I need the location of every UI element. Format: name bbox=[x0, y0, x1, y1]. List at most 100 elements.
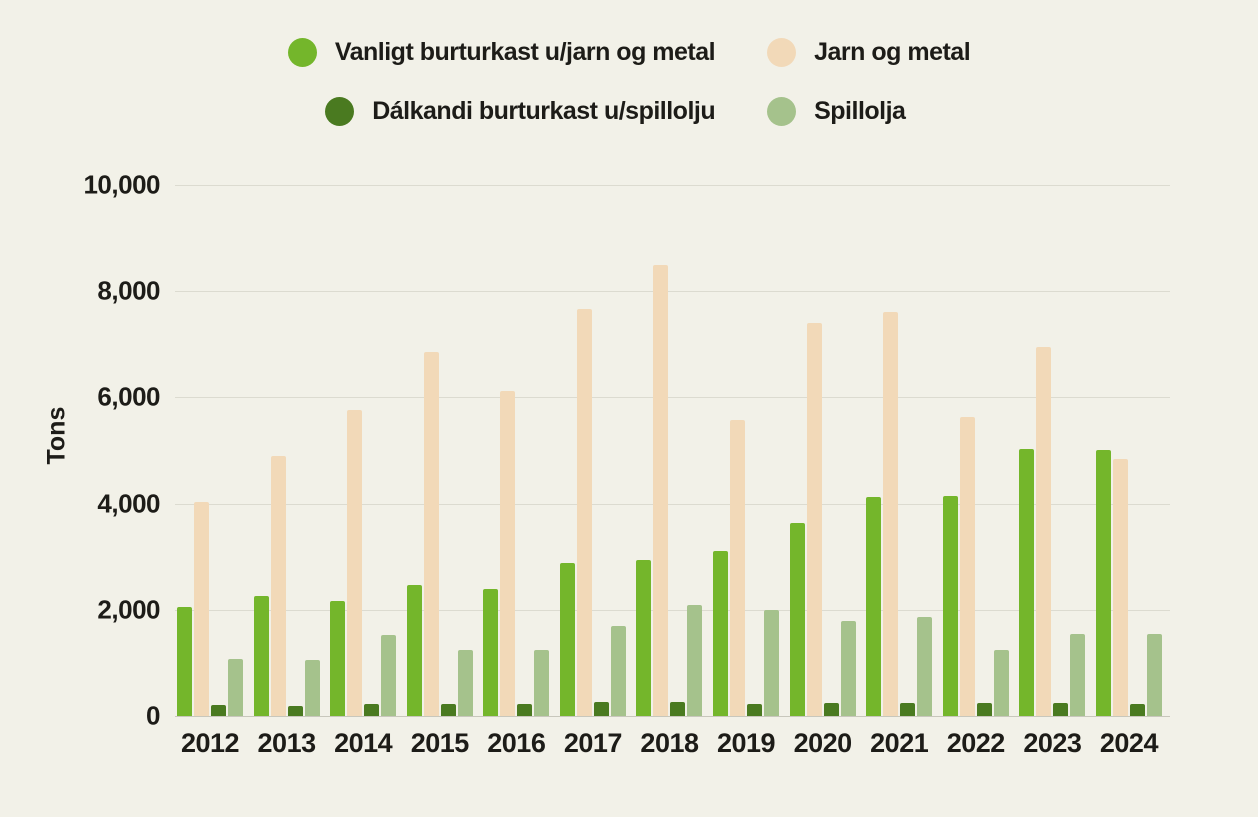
gridline bbox=[175, 185, 1170, 186]
bar bbox=[559, 563, 575, 716]
bar-group-2023: 2023 bbox=[1019, 185, 1086, 758]
bar bbox=[959, 417, 975, 716]
bar bbox=[228, 658, 243, 716]
legend-item-spillolja: Spillolja bbox=[767, 97, 906, 126]
bar-series-area: 2012 2013 2014 2015 2016 2017 2018 2019 2020 2021… bbox=[177, 185, 1162, 758]
bar bbox=[1146, 633, 1162, 716]
gridline bbox=[175, 609, 1170, 611]
bar bbox=[1129, 703, 1145, 716]
bar bbox=[1036, 346, 1052, 716]
bar-group-2013: 2013 bbox=[253, 185, 320, 758]
x-axis-label: 2022 bbox=[946, 728, 1006, 758]
legend-label: Jarn og metal bbox=[814, 38, 971, 66]
bar bbox=[900, 702, 916, 716]
bar bbox=[764, 609, 780, 716]
y-axis-tick-labels: 10,000 8,000 6,000 4,000 2,000 0 bbox=[0, 170, 160, 731]
x-axis-label: 2019 bbox=[717, 728, 776, 758]
bar bbox=[440, 704, 456, 716]
bar bbox=[789, 523, 805, 716]
bar bbox=[364, 704, 380, 716]
plot-area: 2012 2013 2014 2015 2016 2017 2018 2019 2020 2021… bbox=[175, 185, 1170, 758]
bar bbox=[866, 497, 882, 716]
bar bbox=[840, 621, 856, 716]
bar bbox=[1019, 449, 1035, 716]
bar-group-2024: 2024 bbox=[1095, 185, 1162, 758]
bar bbox=[747, 704, 763, 716]
bar bbox=[576, 309, 592, 716]
x-axis-label: 2015 bbox=[410, 728, 470, 758]
legend-item-vanligt-burturkast: Vanligt burturkast u/jarn og metal bbox=[287, 38, 716, 67]
bar-group-2022: 2022 bbox=[942, 185, 1009, 758]
bar-group-2019: 2019 bbox=[713, 185, 780, 758]
y-tick-label: 6,000 bbox=[97, 381, 160, 412]
legend-dot-icon bbox=[767, 38, 797, 67]
y-tick-label: 0 bbox=[146, 700, 160, 731]
bar bbox=[423, 352, 439, 716]
x-axis-label: 2014 bbox=[334, 728, 393, 758]
bar bbox=[381, 635, 397, 716]
bar bbox=[917, 617, 933, 716]
bar bbox=[713, 551, 729, 716]
bar bbox=[1070, 633, 1086, 716]
bar bbox=[593, 701, 609, 716]
bar bbox=[517, 703, 533, 716]
gridline bbox=[175, 291, 1170, 293]
bar bbox=[1095, 449, 1111, 716]
bar bbox=[823, 703, 839, 716]
bar bbox=[1112, 459, 1128, 716]
x-axis-label: 2012 bbox=[180, 728, 240, 758]
bar bbox=[194, 502, 209, 716]
bar bbox=[610, 625, 626, 716]
legend: Vanligt burturkast u/jarn og metal Jarn … bbox=[0, 38, 1258, 126]
gridline bbox=[175, 397, 1170, 399]
x-axis-label: 2017 bbox=[563, 728, 623, 758]
x-axis-label: 2021 bbox=[870, 728, 929, 758]
bar bbox=[270, 455, 286, 716]
x-axis-label: 2016 bbox=[487, 728, 546, 758]
bar bbox=[806, 323, 822, 716]
bar bbox=[942, 495, 958, 716]
bar bbox=[687, 604, 703, 716]
x-axis-label: 2020 bbox=[793, 728, 853, 758]
x-axis-label: 2018 bbox=[640, 728, 699, 758]
bar-group-2012: 2012 bbox=[177, 185, 243, 758]
bar bbox=[211, 705, 226, 716]
bar bbox=[347, 410, 363, 716]
y-tick-label: 2,000 bbox=[97, 594, 160, 625]
bar-group-2015: 2015 bbox=[406, 185, 473, 758]
bar-group-2014: 2014 bbox=[330, 185, 397, 758]
x-axis-label: 2023 bbox=[1023, 728, 1082, 758]
bar bbox=[636, 559, 652, 716]
x-axis-label: 2013 bbox=[257, 728, 317, 758]
y-tick-label: 8,000 bbox=[97, 275, 160, 306]
bar bbox=[406, 585, 422, 716]
bar bbox=[670, 701, 686, 716]
bar bbox=[1053, 702, 1069, 716]
bar-group-2017: 2017 bbox=[559, 185, 626, 758]
bar bbox=[457, 650, 473, 716]
legend-dot-icon bbox=[287, 38, 317, 67]
bar bbox=[330, 601, 346, 716]
x-axis-label: 2024 bbox=[1099, 728, 1159, 758]
legend-dot-icon bbox=[325, 97, 355, 126]
bar bbox=[500, 391, 516, 716]
legend-label: Vanligt burturkast u/jarn og metal bbox=[334, 38, 716, 66]
bar bbox=[253, 596, 269, 716]
legend-dot-icon bbox=[767, 97, 797, 126]
bar-group-2016: 2016 bbox=[483, 185, 550, 758]
bar bbox=[653, 264, 669, 716]
y-tick-label: 10,000 bbox=[83, 169, 160, 200]
bar bbox=[177, 606, 192, 716]
bar-group-2021: 2021 bbox=[866, 185, 933, 758]
legend-item-jarn-og-metal: Jarn og metal bbox=[767, 38, 971, 67]
bar bbox=[993, 649, 1009, 716]
x-axis-line bbox=[175, 716, 1170, 717]
bar bbox=[287, 705, 303, 716]
y-tick-label: 4,000 bbox=[97, 488, 160, 519]
bar-group-2020: 2020 bbox=[789, 185, 856, 758]
bar-group-2018: 2018 bbox=[636, 185, 703, 758]
bar bbox=[304, 659, 320, 716]
bar bbox=[976, 703, 992, 716]
legend-label: Spillolja bbox=[814, 97, 906, 125]
